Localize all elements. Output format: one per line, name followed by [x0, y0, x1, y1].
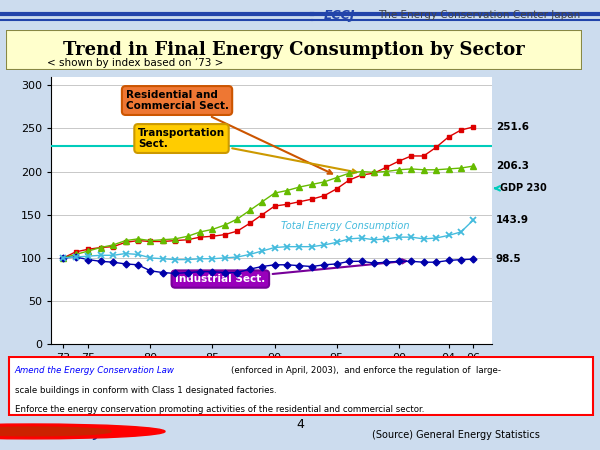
- Text: scale buildings in conform with Class 1 designated factories.: scale buildings in conform with Class 1 …: [15, 386, 277, 395]
- Text: 251.6: 251.6: [496, 122, 529, 132]
- Text: (enforced in April, 2003),  and enforce the regulation of  large-: (enforced in April, 2003), and enforce t…: [230, 366, 500, 375]
- FancyBboxPatch shape: [9, 357, 593, 415]
- FancyBboxPatch shape: [6, 30, 582, 70]
- Text: Enforce the energy conservation promoting activities of the residential and comm: Enforce the energy conservation promotin…: [15, 405, 424, 414]
- Text: Residential and
Commercial Sect.: Residential and Commercial Sect.: [125, 90, 332, 174]
- Circle shape: [0, 424, 165, 439]
- Text: FY: FY: [496, 359, 514, 372]
- Text: ECCJ: ECCJ: [69, 427, 100, 440]
- Text: Transportation
Sect.: Transportation Sect.: [138, 128, 356, 174]
- Circle shape: [0, 427, 111, 436]
- Text: Amend the Energy Conservation Law: Amend the Energy Conservation Law: [15, 366, 175, 375]
- Text: 98.5: 98.5: [496, 254, 521, 264]
- Text: (Source) General Energy Statistics: (Source) General Energy Statistics: [372, 430, 540, 440]
- Text: Industrial Sect.: Industrial Sect.: [175, 259, 406, 284]
- Text: Trend in Final Energy Consumption by Sector: Trend in Final Energy Consumption by Sec…: [63, 41, 525, 59]
- Text: Total Energy Consumption: Total Energy Consumption: [281, 221, 409, 231]
- Text: < shown by index based on ’73 >: < shown by index based on ’73 >: [47, 58, 223, 68]
- Text: 4: 4: [296, 418, 304, 431]
- Text: The Energy Conservation Center Japan: The Energy Conservation Center Japan: [378, 10, 580, 20]
- Text: 206.3: 206.3: [496, 161, 529, 171]
- Text: GDP 230: GDP 230: [500, 183, 547, 194]
- Text: ECCJ: ECCJ: [324, 9, 355, 22]
- Text: 143.9: 143.9: [496, 215, 529, 225]
